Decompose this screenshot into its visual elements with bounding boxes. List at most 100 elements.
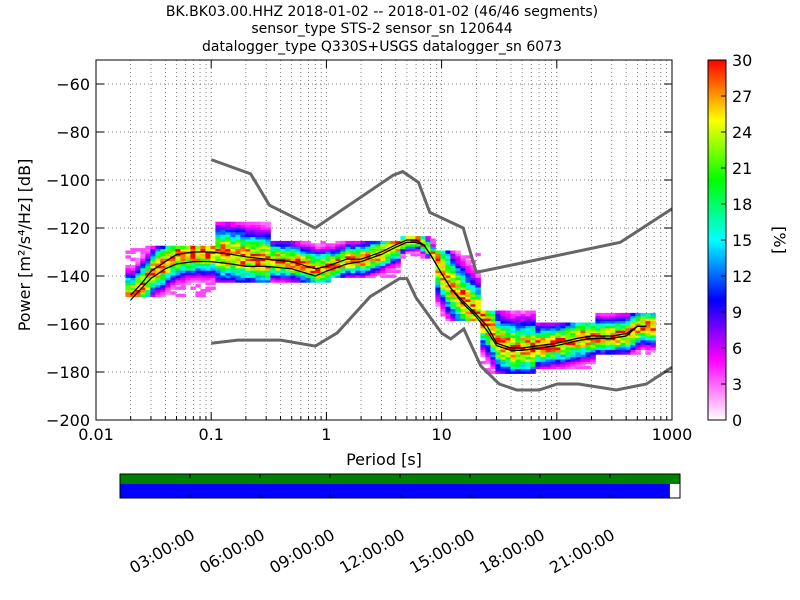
density-cell <box>430 243 436 247</box>
density-cell <box>285 243 291 247</box>
density-cell <box>560 327 566 331</box>
density-cell <box>160 245 166 250</box>
density-cell <box>435 274 441 278</box>
density-cell <box>470 315 476 319</box>
density-cell <box>190 267 196 271</box>
density-cell <box>600 315 606 319</box>
density-cell <box>320 248 326 252</box>
density-cell <box>240 279 246 283</box>
density-cell <box>340 274 346 278</box>
density-cell <box>510 341 516 346</box>
density-cell <box>470 296 476 300</box>
density-cell <box>235 279 241 283</box>
density-cell <box>295 252 301 257</box>
density-cell <box>355 264 361 269</box>
density-cell <box>200 288 206 293</box>
density-cell <box>245 238 251 242</box>
density-cell <box>140 269 146 274</box>
density-cell <box>440 272 446 276</box>
density-cell <box>230 238 236 242</box>
density-cell <box>205 269 211 274</box>
density-cell <box>460 298 466 302</box>
density-cell <box>440 303 446 307</box>
density-cell <box>190 286 196 290</box>
density-cell <box>530 356 536 360</box>
density-cell <box>620 315 626 319</box>
density-cell <box>515 368 521 372</box>
density-cell <box>390 257 396 262</box>
density-cell <box>555 334 561 338</box>
density-cell <box>630 351 636 355</box>
density-cell <box>560 351 566 355</box>
density-cell <box>230 257 236 262</box>
density-cell <box>260 276 266 281</box>
density-cell <box>490 351 496 355</box>
density-cell <box>640 334 646 338</box>
density-cell <box>555 346 561 350</box>
timeline-label: 18:00:00 <box>476 525 548 577</box>
density-cell <box>510 368 516 372</box>
density-cell <box>520 339 526 343</box>
density-cell <box>465 279 471 283</box>
density-cell <box>145 260 151 264</box>
density-cell <box>380 243 386 247</box>
density-cell <box>260 243 266 247</box>
density-cell <box>260 248 266 252</box>
density-cell <box>285 250 291 254</box>
density-cell <box>185 255 191 259</box>
density-cell <box>245 279 251 283</box>
density-cell <box>450 303 456 307</box>
density-cell <box>580 327 586 331</box>
density-cell <box>245 252 251 257</box>
density-cell <box>510 360 516 365</box>
density-cell <box>270 252 276 257</box>
density-cell <box>450 269 456 274</box>
density-cell <box>470 312 476 317</box>
density-cell <box>130 293 136 298</box>
density-cell <box>140 274 146 278</box>
density-cell <box>220 231 226 235</box>
density-cell <box>375 267 381 271</box>
density-cell <box>235 248 241 252</box>
density-cell <box>130 281 136 286</box>
density-cell <box>545 358 551 362</box>
density-cell <box>125 288 131 293</box>
density-cell <box>235 240 241 245</box>
density-cell <box>455 310 461 314</box>
density-cell <box>445 272 451 276</box>
density-cell <box>455 274 461 278</box>
density-cell <box>160 260 166 264</box>
density-cell <box>245 260 251 264</box>
density-cell <box>440 308 446 312</box>
density-cell <box>155 248 161 252</box>
density-cell <box>320 260 326 264</box>
density-cell <box>235 262 241 266</box>
density-cell <box>505 310 511 314</box>
density-cell <box>300 250 306 254</box>
density-cell <box>315 250 321 254</box>
density-cell <box>510 353 516 358</box>
density-cell <box>360 255 366 259</box>
density-cell <box>470 286 476 290</box>
density-cell <box>200 252 206 257</box>
density-cell <box>355 252 361 257</box>
density-cell <box>365 248 371 252</box>
density-cell <box>280 264 286 269</box>
density-cell <box>535 322 541 326</box>
density-cell <box>235 245 241 250</box>
density-cell <box>480 317 486 322</box>
density-cell <box>325 245 331 250</box>
density-cell <box>575 344 581 348</box>
density-cell <box>575 327 581 331</box>
density-cell <box>535 353 541 358</box>
density-cell <box>560 356 566 360</box>
density-cell <box>395 243 401 247</box>
density-cell <box>190 262 196 266</box>
density-cell <box>250 226 256 230</box>
density-cell <box>410 243 416 247</box>
density-cell <box>230 272 236 276</box>
density-cell <box>250 252 256 257</box>
density-cell <box>125 269 131 274</box>
density-cell <box>495 322 501 326</box>
density-cell <box>450 260 456 264</box>
